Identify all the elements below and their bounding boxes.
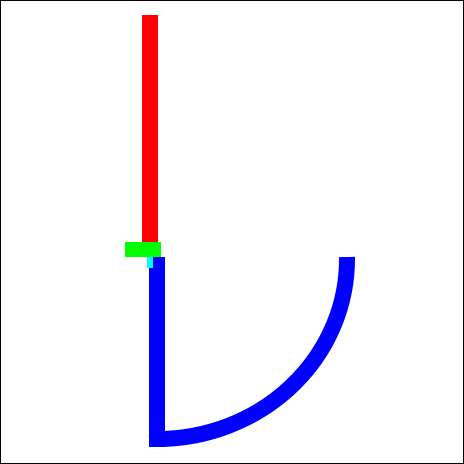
joint-block	[125, 242, 161, 257]
upper-rod	[142, 15, 158, 245]
joint-marker	[147, 257, 153, 268]
arc-segment	[157, 257, 347, 439]
lower-vertical-segment	[149, 257, 165, 447]
